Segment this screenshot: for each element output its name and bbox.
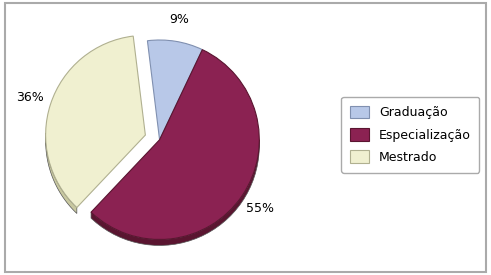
Wedge shape <box>147 40 202 140</box>
Wedge shape <box>91 50 259 240</box>
Wedge shape <box>46 36 145 208</box>
Legend: Graduação, Especialização, Mestrado: Graduação, Especialização, Mestrado <box>341 97 480 173</box>
Polygon shape <box>91 140 259 246</box>
Polygon shape <box>46 133 77 213</box>
Text: 9%: 9% <box>169 13 189 26</box>
Text: 36%: 36% <box>16 90 44 104</box>
Text: 55%: 55% <box>246 202 274 215</box>
